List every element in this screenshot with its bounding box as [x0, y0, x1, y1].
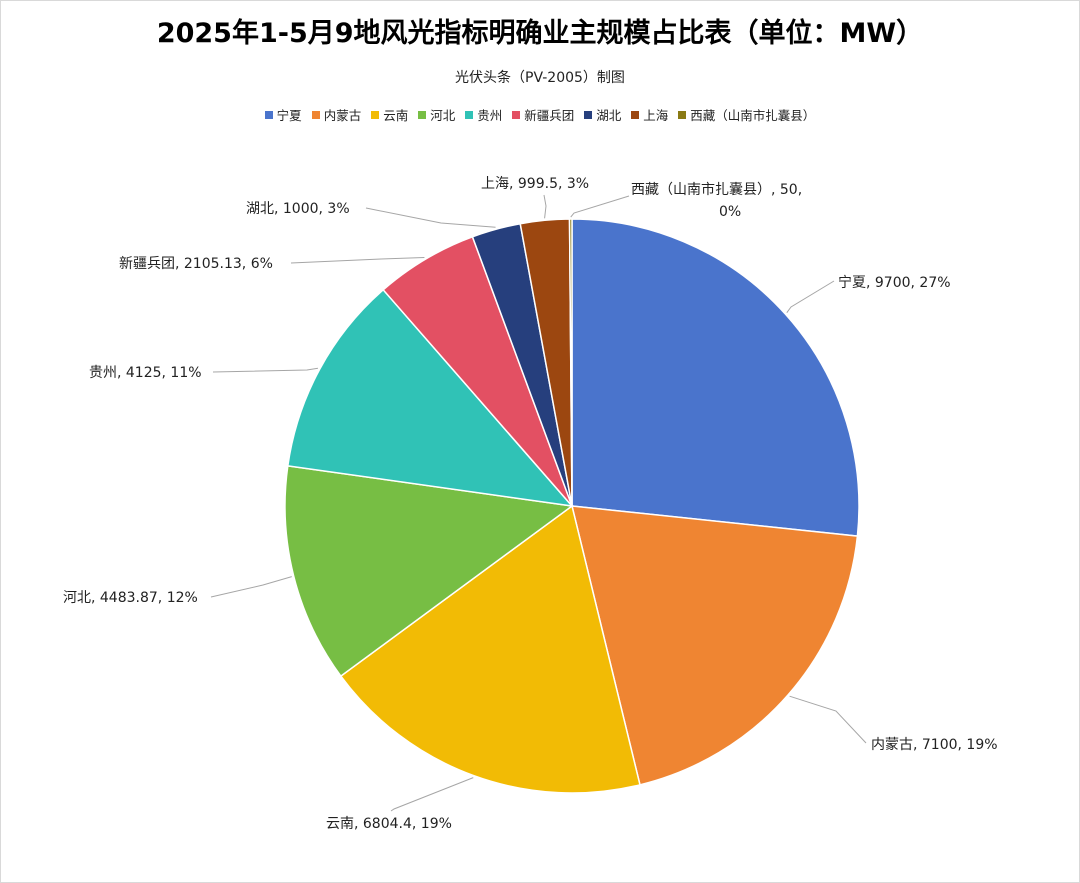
legend-label: 宁夏	[276, 108, 302, 123]
data-label: 湖北, 1000, 3%	[246, 201, 350, 217]
legend-swatch	[678, 110, 687, 119]
legend-label: 西藏（山南市扎囊县）	[690, 108, 816, 123]
legend-item: 云南	[371, 105, 408, 124]
leader-line	[290, 257, 425, 264]
chart-legend: 宁夏 内蒙古 云南 河北 贵州 新疆兵团 湖北 上海 西藏（山南市扎囊县）	[1, 105, 1079, 124]
legend-label: 湖北	[596, 108, 622, 123]
legend-item: 新疆兵团	[512, 105, 574, 124]
legend-swatch	[584, 110, 593, 119]
pie-slice	[568, 218, 573, 507]
data-label: 宁夏, 9700, 27%	[838, 274, 951, 291]
pie-slice	[286, 288, 574, 508]
pie-slice	[284, 465, 574, 678]
legend-item: 湖北	[584, 105, 621, 124]
legend-item: 内蒙古	[311, 105, 362, 124]
data-label: 贵州, 4125, 11%	[89, 365, 202, 381]
leader-line	[365, 207, 496, 228]
data-label: 内蒙古, 7100, 19%	[871, 737, 998, 753]
data-label: 新疆兵团, 2105.13, 6%	[119, 256, 273, 272]
legend-label: 上海	[643, 108, 669, 123]
legend-item: 河北	[418, 105, 455, 124]
legend-swatch	[264, 110, 273, 119]
legend-item: 贵州	[465, 105, 502, 124]
data-label: 云南, 6804.4, 19%	[326, 816, 452, 832]
leader-line	[543, 194, 547, 219]
leader-line	[212, 367, 318, 373]
legend-label: 云南	[383, 108, 409, 123]
chart-title: 2025年1-5月9地风光指标明确业主规模占比表（单位：MW）	[156, 18, 924, 49]
legend-swatch	[512, 110, 521, 119]
legend-swatch	[465, 110, 474, 119]
leader-line	[390, 777, 474, 812]
legend-label: 内蒙古	[323, 108, 362, 123]
leader-line	[570, 195, 630, 218]
legend-item: 上海	[631, 105, 668, 124]
legend-swatch	[371, 110, 380, 119]
legend-swatch	[311, 110, 320, 119]
legend-label: 河北	[430, 108, 456, 123]
chart-subtitle: 光伏头条（PV-2005）制图	[455, 70, 625, 86]
data-label: 上海, 999.5, 3%	[481, 176, 589, 192]
data-label: 西藏（山南市扎囊县）, 50, 0%	[631, 181, 802, 220]
pie-slice	[571, 218, 860, 537]
legend-swatch	[418, 110, 427, 119]
leader-line	[789, 695, 867, 744]
legend-swatch	[631, 110, 640, 119]
leader-line	[210, 576, 292, 598]
data-label: 河北, 4483.87, 12%	[63, 590, 198, 606]
leader-line	[786, 280, 835, 313]
legend-item: 西藏（山南市扎囊县）	[678, 105, 815, 124]
legend-label: 新疆兵团	[524, 108, 575, 123]
pie-slice	[571, 505, 859, 786]
legend-item: 宁夏	[264, 105, 302, 124]
legend-label: 贵州	[477, 108, 503, 123]
pie-slice	[339, 504, 641, 794]
